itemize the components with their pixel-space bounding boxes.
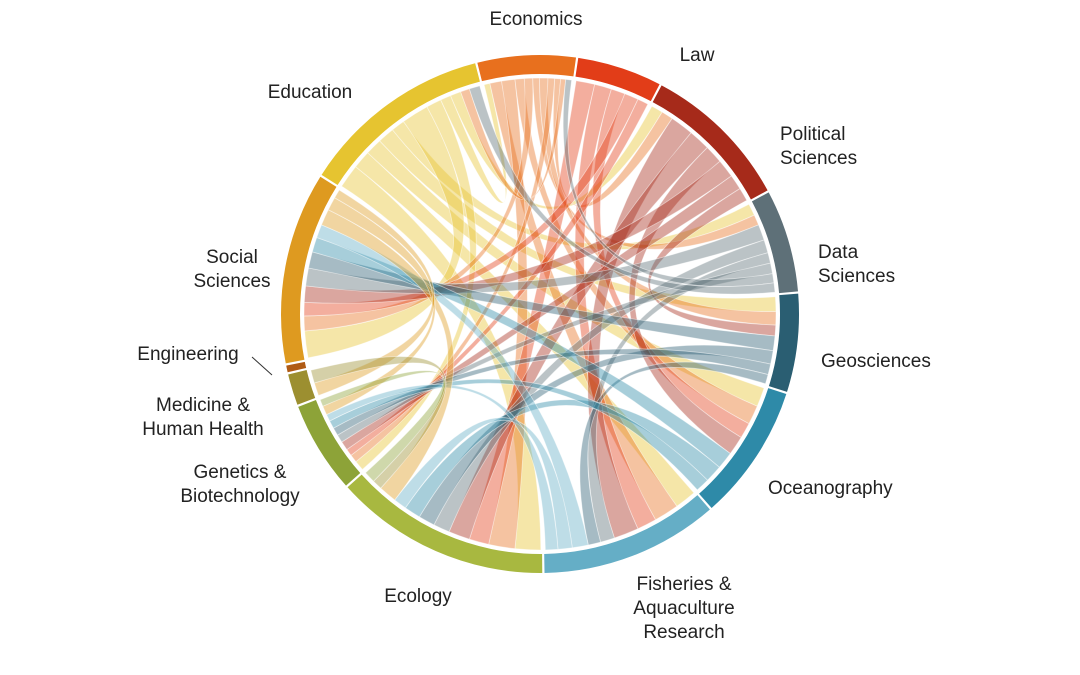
ribbon-economics-political bbox=[552, 78, 673, 208]
ribbon-political-fisheries bbox=[587, 117, 692, 539]
segment-arc-data bbox=[751, 192, 799, 294]
segment-arc-engineering bbox=[286, 361, 307, 373]
ribbon-education-economics bbox=[440, 82, 508, 204]
ribbon-fisheries-genetics bbox=[325, 384, 559, 551]
segment-arc-ecology bbox=[347, 474, 543, 573]
segment-arc-genetics bbox=[298, 400, 361, 486]
ribbon-geo-fisheries bbox=[579, 361, 769, 546]
ribbon-economics-genetics bbox=[350, 77, 556, 463]
segment-label-line: Sciences bbox=[193, 271, 270, 292]
segment-label-data: Data Sciences bbox=[818, 242, 895, 287]
ribbon-political-geo bbox=[647, 188, 777, 337]
segment-arc-political bbox=[652, 85, 768, 200]
ribbon-law-fisheries bbox=[574, 83, 657, 530]
segment-arc-fisheries bbox=[544, 495, 710, 573]
segment-arc-geo bbox=[768, 293, 799, 392]
segment-label-line: Sciences bbox=[818, 266, 895, 287]
ribbon-education-genetics bbox=[355, 99, 477, 471]
segment-label-line: Law bbox=[680, 45, 715, 66]
segment-label-law: Law bbox=[680, 45, 715, 66]
ribbon-economics-social bbox=[303, 77, 534, 332]
ribbon-law-ecology bbox=[468, 80, 596, 545]
ribbon-law-social bbox=[303, 93, 639, 317]
segment-label-education: Education bbox=[268, 82, 353, 103]
segment-label-line: Data bbox=[818, 242, 859, 263]
ribbon-education-ocean bbox=[367, 140, 765, 407]
ribbon-geo-social bbox=[308, 251, 776, 352]
segment-label-line: Biotechnology bbox=[180, 486, 300, 507]
segment-label-line: Education bbox=[268, 82, 353, 103]
ribbon-education-fisheries bbox=[355, 152, 695, 507]
ribbon-ocean-ecology bbox=[404, 399, 720, 518]
ribbon-economics-education bbox=[460, 78, 567, 201]
ribbon-geo-ecology bbox=[418, 344, 774, 526]
labels-layer: Economics Law Political Sciences Data Science… bbox=[137, 9, 931, 643]
ribbon-social-ecology bbox=[320, 209, 455, 501]
segment-label-ocean: Oceanography bbox=[768, 478, 893, 499]
ribbon-law-genetics bbox=[346, 98, 649, 456]
ribbon-political-genetics bbox=[341, 175, 741, 451]
segment-label-line: Medicine & bbox=[156, 395, 250, 416]
segment-label-medicine: Medicine & Human Health bbox=[142, 395, 263, 440]
ribbon-data-fisheries bbox=[587, 252, 771, 543]
ribbon-ocean-social bbox=[311, 237, 731, 468]
ribbon-political-ecology bbox=[448, 132, 708, 540]
ribbon-ocean-genetics bbox=[329, 378, 709, 491]
ribbon-economics-fisheries bbox=[489, 80, 678, 521]
ribbon-social-medicine bbox=[313, 189, 435, 397]
segment-label-ecology: Ecology bbox=[384, 586, 452, 607]
ribbon-political-ocean bbox=[628, 147, 742, 455]
ribbon-law-ocean bbox=[592, 88, 750, 439]
ribbon-political-social bbox=[303, 160, 732, 304]
ribbon-economics-geo bbox=[539, 77, 777, 326]
segment-label-line: Fisheries & bbox=[636, 574, 731, 595]
segment-label-line: Ecology bbox=[384, 586, 452, 607]
segment-label-line: Geosciences bbox=[821, 351, 931, 372]
segment-label-social: Social Sciences bbox=[193, 247, 270, 292]
ribbon-medicine-ecology bbox=[310, 356, 447, 489]
segment-label-engineering: Engineering bbox=[137, 344, 238, 365]
segment-label-line: Social bbox=[206, 247, 258, 268]
arcs-layer bbox=[281, 54, 799, 573]
ribbon-education-political bbox=[450, 91, 663, 210]
segment-label-line: Aquaculture bbox=[633, 598, 734, 619]
segment-arc-education bbox=[321, 63, 480, 186]
segment-label-political: Political Sciences bbox=[780, 124, 857, 169]
ribbon-genetics-ecology bbox=[319, 370, 446, 482]
ribbon-data-education bbox=[468, 85, 776, 295]
segment-label-geo: Geosciences bbox=[821, 351, 931, 372]
segment-arc-social bbox=[281, 176, 337, 364]
ribbon-fisheries-ecology bbox=[394, 417, 573, 550]
ribbons-layer bbox=[303, 77, 777, 551]
segment-label-line: Oceanography bbox=[768, 478, 893, 499]
engineering-leader-line bbox=[251, 356, 273, 376]
segment-arc-ocean bbox=[699, 388, 787, 508]
segment-label-line: Political bbox=[780, 124, 845, 145]
segment-label-fisheries: Fisheries & Aquaculture Research bbox=[633, 574, 734, 643]
segment-label-line: Genetics & bbox=[194, 462, 287, 483]
segment-label-line: Engineering bbox=[137, 344, 238, 365]
segment-label-line: Economics bbox=[490, 9, 583, 30]
segment-label-economics: Economics bbox=[490, 9, 583, 30]
ribbon-data-social bbox=[305, 224, 765, 295]
segment-label-line: Human Health bbox=[142, 419, 263, 440]
ribbon-education-ecology bbox=[341, 166, 542, 551]
segment-arc-medicine bbox=[288, 370, 316, 405]
segment-label-line: Sciences bbox=[780, 148, 857, 169]
ribbon-data-ecology bbox=[433, 239, 769, 533]
segment-arc-law bbox=[575, 57, 660, 102]
ribbon-economics-ocean bbox=[514, 78, 758, 425]
segment-label-genetics: Genetics & Biotechnology bbox=[180, 462, 300, 507]
segment-arc-economics bbox=[477, 54, 577, 82]
segment-label-line: Research bbox=[643, 622, 724, 643]
